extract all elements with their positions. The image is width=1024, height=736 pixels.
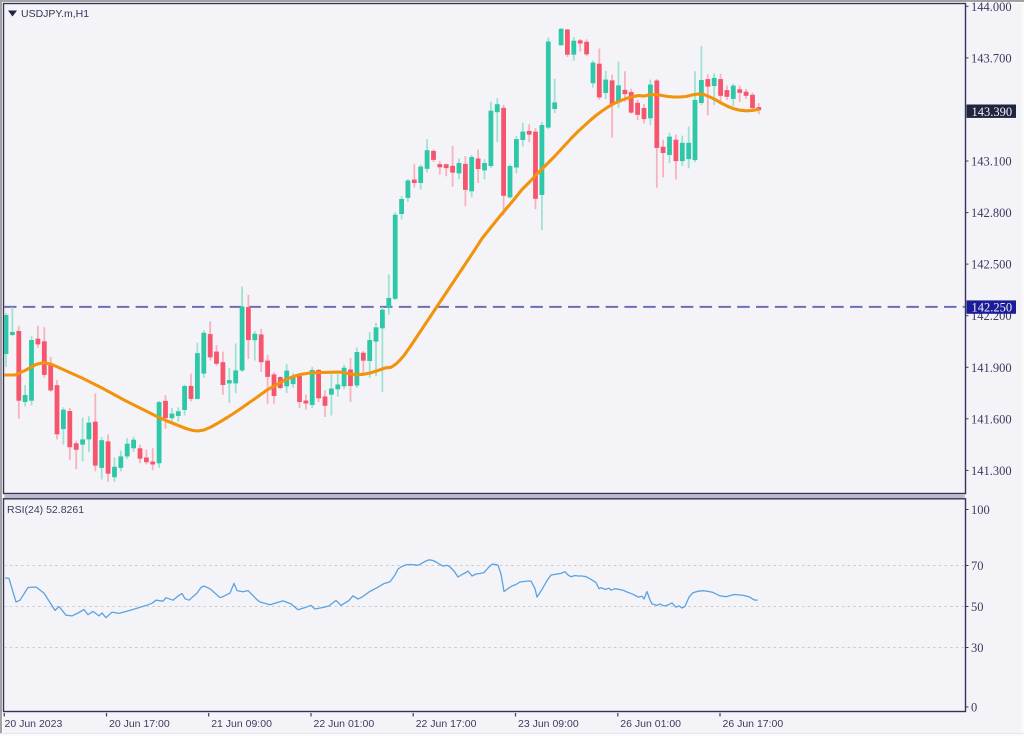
svg-text:RSI(24) 52.8261: RSI(24) 52.8261	[7, 504, 84, 516]
svg-text:142.250: 142.250	[972, 301, 1013, 315]
svg-text:21 Jun 09:00: 21 Jun 09:00	[211, 718, 272, 730]
svg-text:50: 50	[971, 600, 984, 614]
svg-text:141.600: 141.600	[971, 412, 1012, 426]
svg-text:143.390: 143.390	[972, 105, 1013, 119]
svg-text:141.900: 141.900	[971, 361, 1012, 375]
svg-text:143.700: 143.700	[971, 51, 1012, 65]
svg-text:23 Jun 09:00: 23 Jun 09:00	[518, 718, 579, 730]
svg-text:143.100: 143.100	[971, 155, 1012, 169]
svg-text:141.300: 141.300	[971, 464, 1012, 478]
svg-text:20 Jun 17:00: 20 Jun 17:00	[109, 718, 170, 730]
svg-text:22 Jun 01:00: 22 Jun 01:00	[314, 718, 375, 730]
svg-text:USDJPY.m,H1: USDJPY.m,H1	[21, 8, 89, 20]
svg-text:26 Jun 01:00: 26 Jun 01:00	[620, 718, 681, 730]
svg-text:30: 30	[971, 641, 984, 655]
svg-text:70: 70	[971, 559, 984, 573]
svg-text:20 Jun 2023: 20 Jun 2023	[5, 718, 63, 730]
svg-text:142.800: 142.800	[971, 206, 1012, 220]
svg-text:100: 100	[971, 503, 990, 517]
svg-text:0: 0	[971, 701, 977, 715]
svg-text:22 Jun 17:00: 22 Jun 17:00	[416, 718, 477, 730]
svg-text:142.500: 142.500	[971, 258, 1012, 272]
svg-text:26 Jun 17:00: 26 Jun 17:00	[723, 718, 784, 730]
svg-text:144.000: 144.000	[971, 0, 1012, 14]
